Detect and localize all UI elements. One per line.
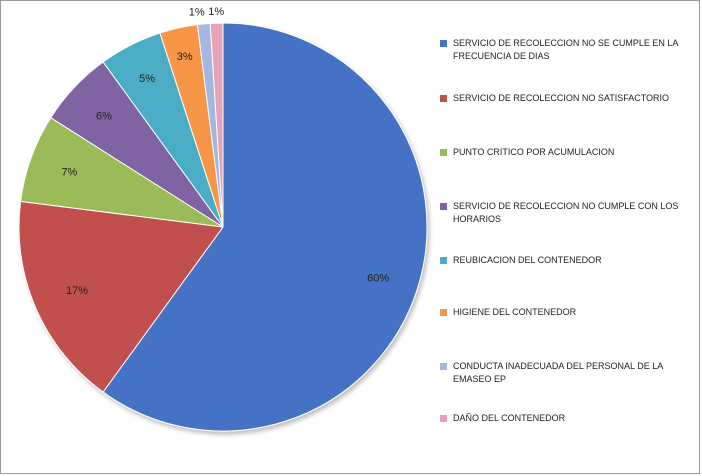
legend-swatch bbox=[440, 40, 447, 47]
legend-swatch bbox=[440, 257, 447, 264]
pie-slice-servicio-de-recoleccion-no-se-cumple-en-la-frecuencia-de-dias bbox=[102, 22, 428, 432]
legend-item-higiene-del-contenedor: HIGIENE DEL CONTENEDOR bbox=[440, 306, 695, 319]
legend-item-servicio-de-recoleccion-no-satisfactorio: SERVICIO DE RECOLECCION NO SATISFACTORIO bbox=[440, 92, 695, 105]
legend-swatch bbox=[440, 95, 447, 102]
legend-swatch bbox=[440, 203, 447, 210]
data-label-higiene-del-contenedor: 3% bbox=[177, 51, 193, 63]
data-label-servicio-de-recoleccion-no-cumple-con-los-horarios: 6% bbox=[96, 110, 112, 122]
legend-swatch bbox=[440, 363, 447, 370]
legend-label: SERVICIO DE RECOLECCION NO CUMPLE CON LO… bbox=[453, 201, 679, 224]
legend-item-conducta-inadecuada-del-personal-de-la-emaseo-ep: CONDUCTA INADECUADA DEL PERSONAL DE LA E… bbox=[440, 360, 695, 386]
data-label-conducta-inadecuada-del-personal-de-la-emaseo-ep: 1% bbox=[189, 7, 205, 19]
pie-slice-servicio-de-recoleccion-no-satisfactorio bbox=[18, 200, 224, 393]
legend-swatch bbox=[440, 415, 447, 422]
legend-label: PUNTO CRITICO POR ACUMULACION bbox=[453, 147, 615, 157]
data-label-servicio-de-recoleccion-no-se-cumple-en-la-frecuencia-de-dias: 60% bbox=[367, 272, 389, 284]
legend-label: REUBICACION DEL CONTENEDOR bbox=[453, 255, 602, 265]
legend-swatch bbox=[440, 149, 447, 156]
pie-slice-dano-del-contenedor bbox=[209, 22, 224, 228]
legend-label: SERVICIO DE RECOLECCION NO SATISFACTORIO bbox=[453, 93, 670, 103]
data-label-punto-critico-por-acumulacion: 7% bbox=[61, 167, 77, 179]
legend-item-servicio-de-recoleccion-no-cumple-con-los-horarios: SERVICIO DE RECOLECCION NO CUMPLE CON LO… bbox=[440, 200, 695, 226]
data-label-dano-del-contenedor: 1% bbox=[208, 6, 224, 18]
legend-label: CONDUCTA INADECUADA DEL PERSONAL DE LA E… bbox=[453, 361, 663, 384]
legend-item-servicio-de-recoleccion-no-se-cumple-en-la-frecuencia-de-dias: SERVICIO DE RECOLECCION NO SE CUMPLE EN … bbox=[440, 37, 695, 63]
legend-label: HIGIENE DEL CONTENEDOR bbox=[453, 307, 577, 317]
legend-label: DAÑO DEL CONTENEDOR bbox=[453, 413, 566, 423]
legend-item-dano-del-contenedor: DAÑO DEL CONTENEDOR bbox=[440, 412, 695, 425]
legend-label: SERVICIO DE RECOLECCION NO SE CUMPLE EN … bbox=[453, 38, 678, 61]
data-label-servicio-de-recoleccion-no-satisfactorio: 17% bbox=[66, 285, 88, 297]
data-label-reubicacion-del-contenedor: 5% bbox=[139, 73, 155, 85]
legend-item-reubicacion-del-contenedor: REUBICACION DEL CONTENEDOR bbox=[440, 254, 695, 267]
legend-item-punto-critico-por-acumulacion: PUNTO CRITICO POR ACUMULACION bbox=[440, 146, 695, 159]
legend-swatch bbox=[440, 309, 447, 316]
